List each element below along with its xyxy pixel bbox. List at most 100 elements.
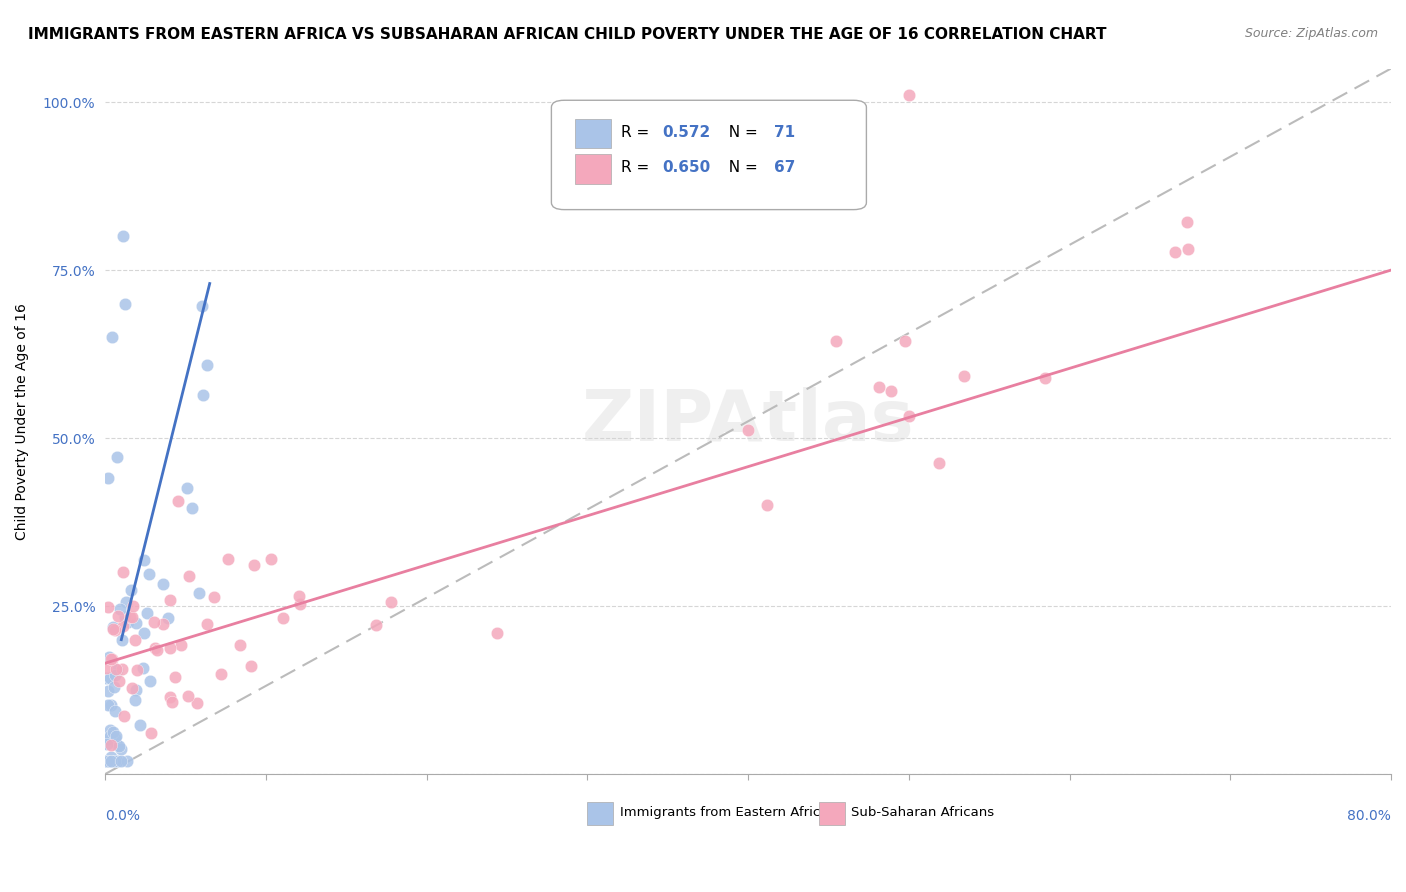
- Text: 0.650: 0.650: [662, 160, 710, 175]
- Point: [107, 609, 129, 624]
- Bar: [575, 154, 610, 184]
- Point: [177, 569, 200, 583]
- Point: [204, 590, 226, 604]
- Text: R =: R =: [621, 125, 654, 139]
- Point: [96, 661, 118, 675]
- Text: N =: N =: [718, 160, 762, 175]
- Point: [195, 358, 218, 372]
- Point: [159, 593, 181, 607]
- Point: [170, 638, 193, 652]
- Point: [100, 750, 122, 764]
- Point: [114, 296, 136, 310]
- Point: [105, 754, 128, 768]
- Point: [111, 662, 134, 676]
- Point: [1175, 215, 1198, 229]
- Point: [163, 670, 186, 684]
- Point: [146, 643, 169, 657]
- Point: [928, 456, 950, 470]
- Point: [112, 709, 135, 723]
- Point: [103, 731, 125, 746]
- Point: [129, 718, 152, 732]
- Point: [288, 597, 311, 611]
- Point: [107, 450, 129, 465]
- Point: [143, 641, 166, 656]
- Point: [177, 689, 200, 703]
- Point: [124, 693, 146, 707]
- Point: [160, 695, 183, 709]
- Point: [111, 619, 134, 633]
- Point: [135, 606, 157, 620]
- Point: [242, 558, 264, 572]
- Point: [157, 611, 180, 625]
- Point: [94, 754, 117, 768]
- Text: Sub-Saharan Africans: Sub-Saharan Africans: [851, 806, 994, 820]
- Point: [260, 552, 283, 566]
- Point: [94, 754, 117, 768]
- Point: [97, 471, 120, 485]
- Point: [108, 739, 131, 754]
- Point: [104, 623, 127, 637]
- Point: [100, 330, 122, 344]
- Point: [97, 698, 120, 713]
- Point: [104, 754, 127, 768]
- Point: [142, 615, 165, 630]
- Point: [125, 683, 148, 698]
- Point: [868, 380, 890, 394]
- Point: [124, 633, 146, 648]
- Text: Source: ZipAtlas.com: Source: ZipAtlas.com: [1244, 27, 1378, 40]
- Point: [98, 754, 121, 768]
- Point: [139, 673, 162, 688]
- Point: [96, 754, 118, 768]
- Point: [288, 589, 311, 603]
- Point: [187, 585, 209, 599]
- Point: [120, 583, 142, 598]
- Point: [209, 667, 232, 681]
- Point: [176, 481, 198, 495]
- Point: [1033, 371, 1056, 385]
- Point: [104, 667, 127, 681]
- Point: [96, 754, 118, 768]
- Text: 80.0%: 80.0%: [1347, 809, 1391, 823]
- Point: [167, 494, 190, 508]
- Point: [98, 723, 121, 738]
- Point: [101, 620, 124, 634]
- Point: [104, 729, 127, 743]
- Point: [100, 651, 122, 665]
- Point: [755, 498, 778, 512]
- Point: [97, 754, 120, 768]
- Point: [100, 698, 122, 712]
- Point: [217, 552, 239, 566]
- Text: IMMIGRANTS FROM EASTERN AFRICA VS SUBSAHARAN AFRICAN CHILD POVERTY UNDER THE AGE: IMMIGRANTS FROM EASTERN AFRICA VS SUBSAH…: [28, 27, 1107, 42]
- Point: [193, 388, 215, 402]
- Point: [117, 615, 139, 630]
- Point: [121, 610, 143, 624]
- Point: [94, 754, 117, 768]
- Point: [101, 754, 124, 768]
- Point: [100, 738, 122, 752]
- Point: [894, 334, 917, 349]
- Point: [159, 690, 181, 705]
- Point: [98, 754, 121, 768]
- Point: [120, 610, 142, 624]
- Point: [364, 618, 387, 632]
- Point: [107, 674, 129, 689]
- Point: [94, 671, 117, 685]
- Bar: [818, 802, 845, 825]
- Point: [825, 334, 848, 349]
- Point: [94, 754, 117, 768]
- FancyBboxPatch shape: [551, 100, 866, 210]
- Point: [125, 663, 148, 677]
- Point: [96, 754, 118, 768]
- Point: [240, 658, 263, 673]
- Point: [152, 617, 174, 632]
- Point: [104, 705, 127, 719]
- Point: [103, 681, 125, 695]
- Point: [186, 696, 208, 710]
- Point: [97, 600, 120, 615]
- Point: [486, 625, 509, 640]
- Text: 0.0%: 0.0%: [105, 809, 141, 823]
- Point: [111, 632, 134, 647]
- Point: [380, 595, 402, 609]
- Point: [105, 738, 128, 752]
- Point: [132, 661, 155, 675]
